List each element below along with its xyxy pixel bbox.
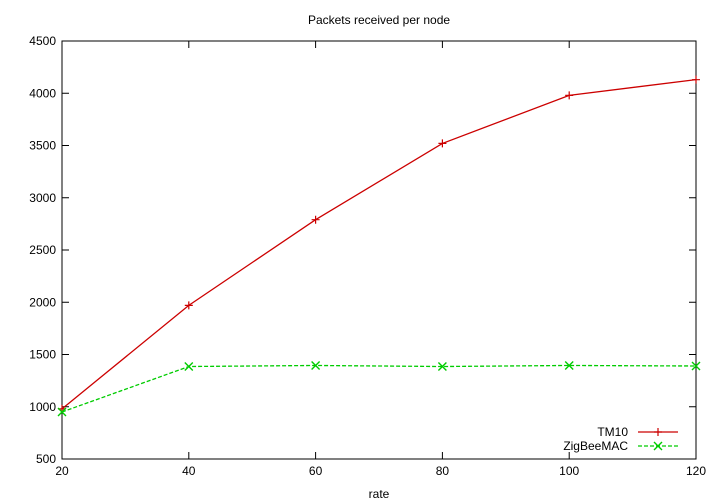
- x-tick-label: 60: [309, 464, 323, 478]
- legend-label: ZigBeeMAC: [563, 439, 628, 453]
- y-tick-label: 1000: [29, 400, 56, 414]
- data-point: [692, 75, 700, 84]
- data-point: [564, 360, 574, 370]
- y-tick-label: 3500: [29, 139, 56, 153]
- series-zigbeemac: [57, 360, 701, 417]
- y-tick-label: 500: [36, 452, 56, 466]
- series-line: [61, 364, 697, 413]
- x-axis-label: rate: [369, 487, 390, 501]
- x-tick-label: 100: [559, 464, 579, 478]
- data-point: [184, 301, 193, 310]
- data-point: [311, 360, 321, 370]
- x-tick-label: 120: [686, 464, 706, 478]
- data-point: [565, 91, 574, 100]
- legend-label: TM10: [597, 425, 628, 439]
- chart-title: Packets received per node: [308, 13, 450, 27]
- series-tm10: [58, 75, 700, 413]
- series-line: [61, 79, 697, 410]
- x-tick-label: 80: [436, 464, 450, 478]
- data-point: [57, 407, 67, 417]
- y-tick-label: 1500: [29, 348, 56, 362]
- legend-marker: [654, 428, 662, 436]
- data-point: [691, 361, 701, 371]
- legend-marker: [653, 441, 663, 451]
- data-point: [437, 362, 447, 372]
- y-tick-label: 3000: [29, 191, 56, 205]
- x-tick-label: 40: [182, 464, 196, 478]
- x-tick-label: 20: [55, 464, 69, 478]
- y-tick-label: 2000: [29, 295, 56, 309]
- series-layer: [57, 75, 701, 417]
- data-point: [184, 362, 194, 372]
- data-point: [311, 215, 320, 224]
- y-tick-label: 2500: [29, 243, 56, 257]
- data-point: [438, 139, 447, 148]
- axes: 500 1000 1500 2000 2500 3000 3500 4000 4500 20 40 6…: [29, 34, 706, 478]
- plot-frame: [61, 40, 697, 460]
- y-tick-label: 4000: [29, 86, 56, 100]
- y-tick-label: 4500: [29, 34, 56, 48]
